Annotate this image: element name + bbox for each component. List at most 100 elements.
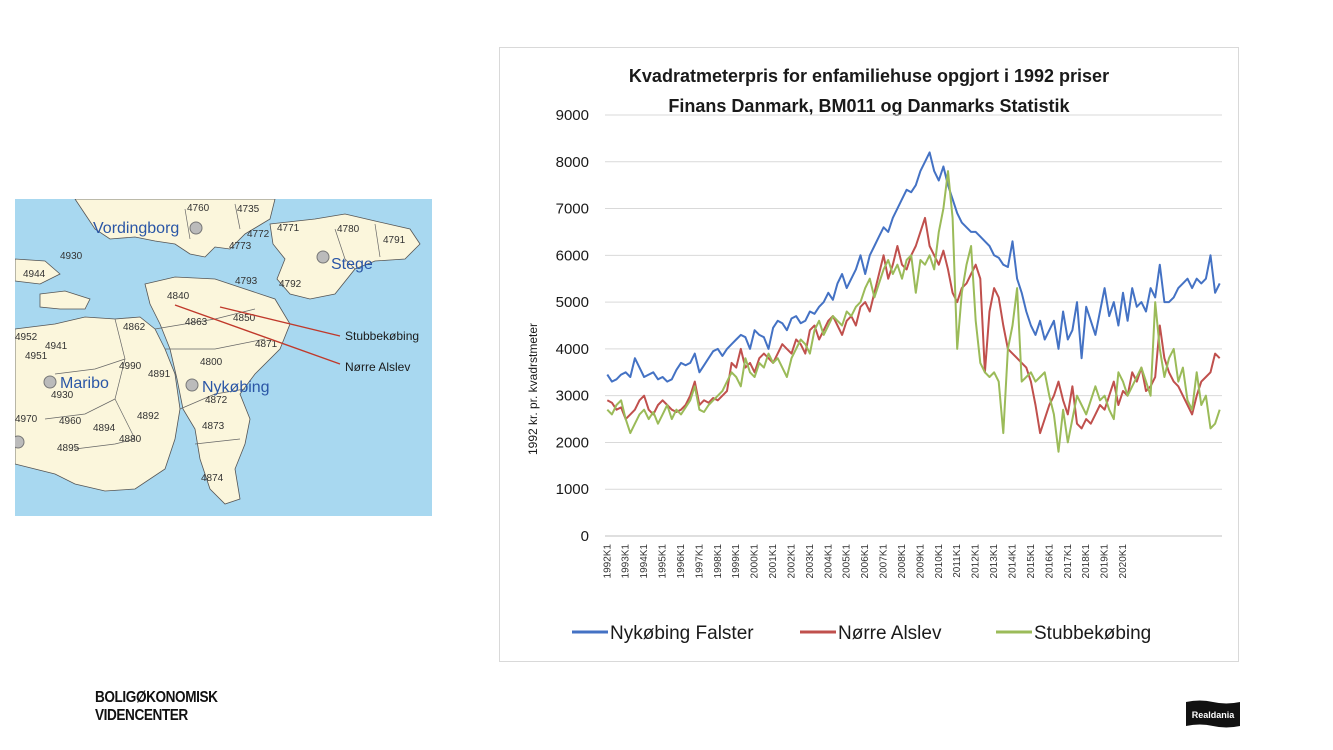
svg-text:4990: 4990 [119,361,142,372]
svg-text:4863: 4863 [185,317,208,328]
series-line-1 [606,216,1221,435]
svg-text:4952: 4952 [15,332,38,343]
svg-text:4891: 4891 [148,369,171,380]
x-tick-label: 2009K1 [915,544,926,579]
svg-text:4862: 4862 [123,322,146,333]
x-tick-label: 1998K1 [713,544,724,579]
map-postcodes: 4760 4735 4771 4772 4773 4780 4791 4793 … [15,203,406,484]
x-tick-label: 2018K1 [1081,544,1092,579]
x-tick-label: 2013K1 [989,544,1000,579]
map-place-stege: Stege [331,256,373,273]
legend-label: Nykøbing Falster [610,623,754,644]
series-line-0 [606,151,1221,383]
svg-text:4930: 4930 [51,390,74,401]
x-tick-label: 1992K1 [602,544,613,579]
boligokonomisk-logo: BOLIGØKONOMISK VIDENCENTER [95,689,218,725]
x-tick-label: 2000K1 [750,544,761,579]
x-tick-label: 2005K1 [842,544,853,579]
svg-text:4735: 4735 [237,204,260,215]
y-tick-label: 9000 [556,107,589,124]
x-tick-label: 1997K1 [694,544,705,579]
legend: Nykøbing Falster Nørre Alslev Stubbekøbing [572,623,1151,644]
svg-text:4872: 4872 [205,395,228,406]
svg-text:4840: 4840 [167,291,190,302]
svg-text:4960: 4960 [59,416,82,427]
map-place-nykobing: Nykøbing [202,379,270,396]
svg-text:4880: 4880 [119,434,142,445]
x-tick-label: 2002K1 [786,544,797,579]
chart-subtitle: Finans Danmark, BM011 og Danmarks Statis… [668,96,1070,116]
svg-text:4873: 4873 [202,421,225,432]
svg-text:4850: 4850 [233,313,256,324]
svg-text:4771: 4771 [277,223,300,234]
svg-text:4874: 4874 [201,473,224,484]
svg-text:4800: 4800 [200,357,223,368]
svg-text:4930: 4930 [60,251,83,262]
line-chart: Kvadratmeterpris for enfamiliehuse opgjo… [526,66,1222,644]
x-ticks: 1992K1 1993K1 1994K1 1995K1 1996K1 1997K1 1998… [602,544,1129,579]
x-tick-label: 1995K1 [658,544,669,579]
legend-label: Nørre Alslev [838,623,942,644]
map-city-markers [15,221,330,449]
svg-text:4772: 4772 [247,229,270,240]
x-tick-label: 2014K1 [1007,544,1018,579]
map-svg: Vordingborg Stege Maribo Nykøbing 4760 4… [15,199,432,516]
y-tick-label: 3000 [556,388,589,405]
x-tick-label: 2001K1 [768,544,779,579]
x-tick-label: 1996K1 [676,544,687,579]
svg-text:4944: 4944 [23,269,46,280]
svg-text:4941: 4941 [45,341,68,352]
y-axis-label: 1992 kr. pr. kvadrstmeter [526,323,540,455]
y-tick-label: 1000 [556,481,589,498]
map-place-vordingborg: Vordingborg [93,220,179,237]
x-tick-label: 2006K1 [860,544,871,579]
map-place-maribo: Maribo [60,375,109,392]
realdania-flag-icon: Realdania [1186,700,1240,728]
svg-text:4894: 4894 [93,423,116,434]
svg-text:4970: 4970 [15,414,38,425]
x-tick-label: 2016K1 [1044,544,1055,579]
y-tick-label: 5000 [556,294,589,311]
map-label-norre-alslev: Nørre Alslev [345,360,410,374]
svg-text:4773: 4773 [229,241,252,252]
y-tick-label: 4000 [556,341,589,358]
chart-container: Kvadratmeterpris for enfamiliehuse opgjo… [499,47,1239,662]
logo-line-1: BOLIGØKONOMISK [95,689,218,706]
x-tick-label: 2007K1 [879,544,890,579]
y-tick-label: 7000 [556,201,589,218]
x-tick-label: 1994K1 [639,544,650,579]
svg-text:4780: 4780 [337,224,360,235]
svg-text:4951: 4951 [25,351,48,362]
y-tick-label: 2000 [556,434,589,451]
y-tick-label: 6000 [556,247,589,264]
x-tick-label: 2015K1 [1026,544,1037,579]
logo-line-2: VIDENCENTER [95,707,188,724]
x-tick-label: 2011K1 [952,544,963,578]
x-tick-label: 2020K1 [1118,544,1129,579]
x-tick-label: 1999K1 [731,544,742,579]
svg-text:4892: 4892 [137,411,160,422]
x-tick-label: 2019K1 [1100,544,1111,579]
chart-title: Kvadratmeterpris for enfamiliehuse opgjo… [629,66,1109,86]
realdania-logo: Realdania [1186,699,1240,729]
legend-label: Stubbekøbing [1034,623,1151,644]
svg-text:4792: 4792 [279,279,302,290]
svg-text:4793: 4793 [235,276,258,287]
x-tick-label: 2004K1 [823,544,834,579]
x-tick-label: 2010K1 [934,544,945,579]
x-tick-label: 1993K1 [621,544,632,579]
map-arrows [174,304,341,365]
y-tick-label: 0 [581,528,589,545]
map-label-stubbekobing: Stubbekøbing [345,329,419,343]
svg-text:4791: 4791 [383,235,406,246]
svg-text:4871: 4871 [255,339,278,350]
series-lines [606,151,1221,453]
postcode-map: Vordingborg Stege Maribo Nykøbing 4760 4… [15,199,432,516]
x-tick-label: 2017K1 [1063,544,1074,579]
y-ticks: 0 1000 2000 3000 4000 5000 6000 7000 8000 9000 [556,107,589,545]
svg-text:4760: 4760 [187,203,210,214]
y-tick-label: 8000 [556,154,589,171]
series-line-2 [606,170,1221,453]
x-tick-label: 2003K1 [805,544,816,579]
x-tick-label: 2012K1 [971,544,982,579]
